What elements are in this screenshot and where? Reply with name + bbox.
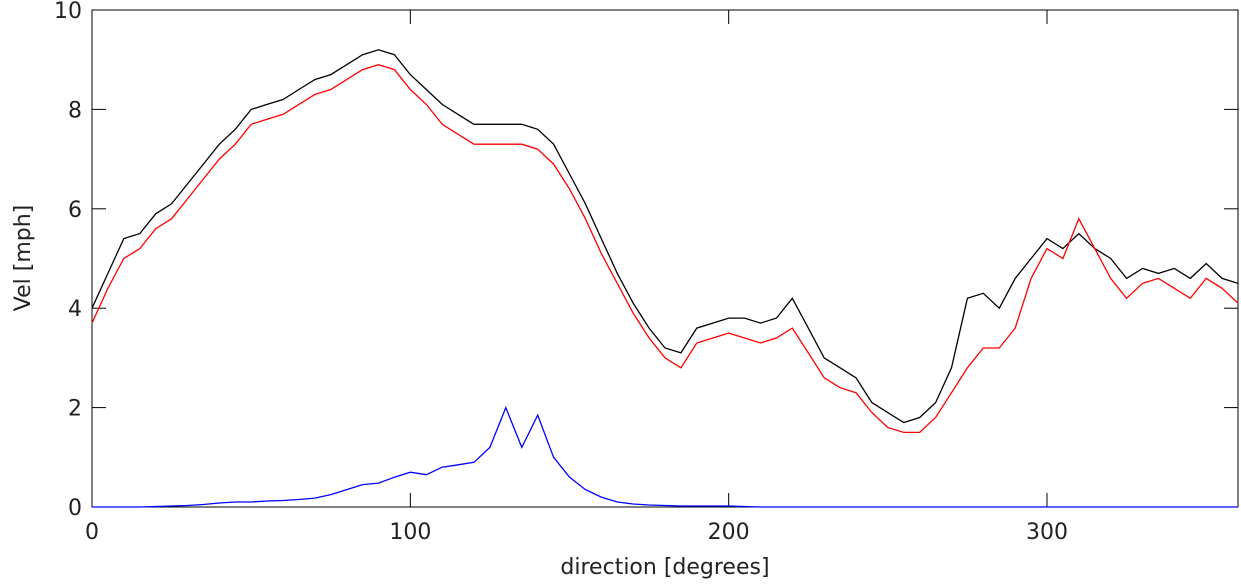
y-tick-label: 4 [68, 297, 82, 322]
plot-frame [91, 9, 1239, 508]
x-axis-label: direction [degrees] [560, 555, 769, 580]
y-tick-label: 10 [54, 0, 82, 24]
y-tick-label: 6 [68, 198, 82, 223]
x-tick-label: 200 [708, 520, 750, 545]
x-tick-label: 100 [389, 520, 431, 545]
series-line [91, 64, 1239, 434]
y-tick-label: 0 [68, 496, 82, 521]
x-tick-label: 300 [1026, 520, 1068, 545]
y-tick-label: 8 [68, 98, 82, 123]
x-tick-label: 0 [85, 520, 99, 545]
series-line [91, 49, 1239, 424]
series-line [92, 405, 1238, 508]
y-tick-label: 2 [68, 397, 82, 422]
y-axis-label: Vel [mph] [11, 205, 36, 312]
